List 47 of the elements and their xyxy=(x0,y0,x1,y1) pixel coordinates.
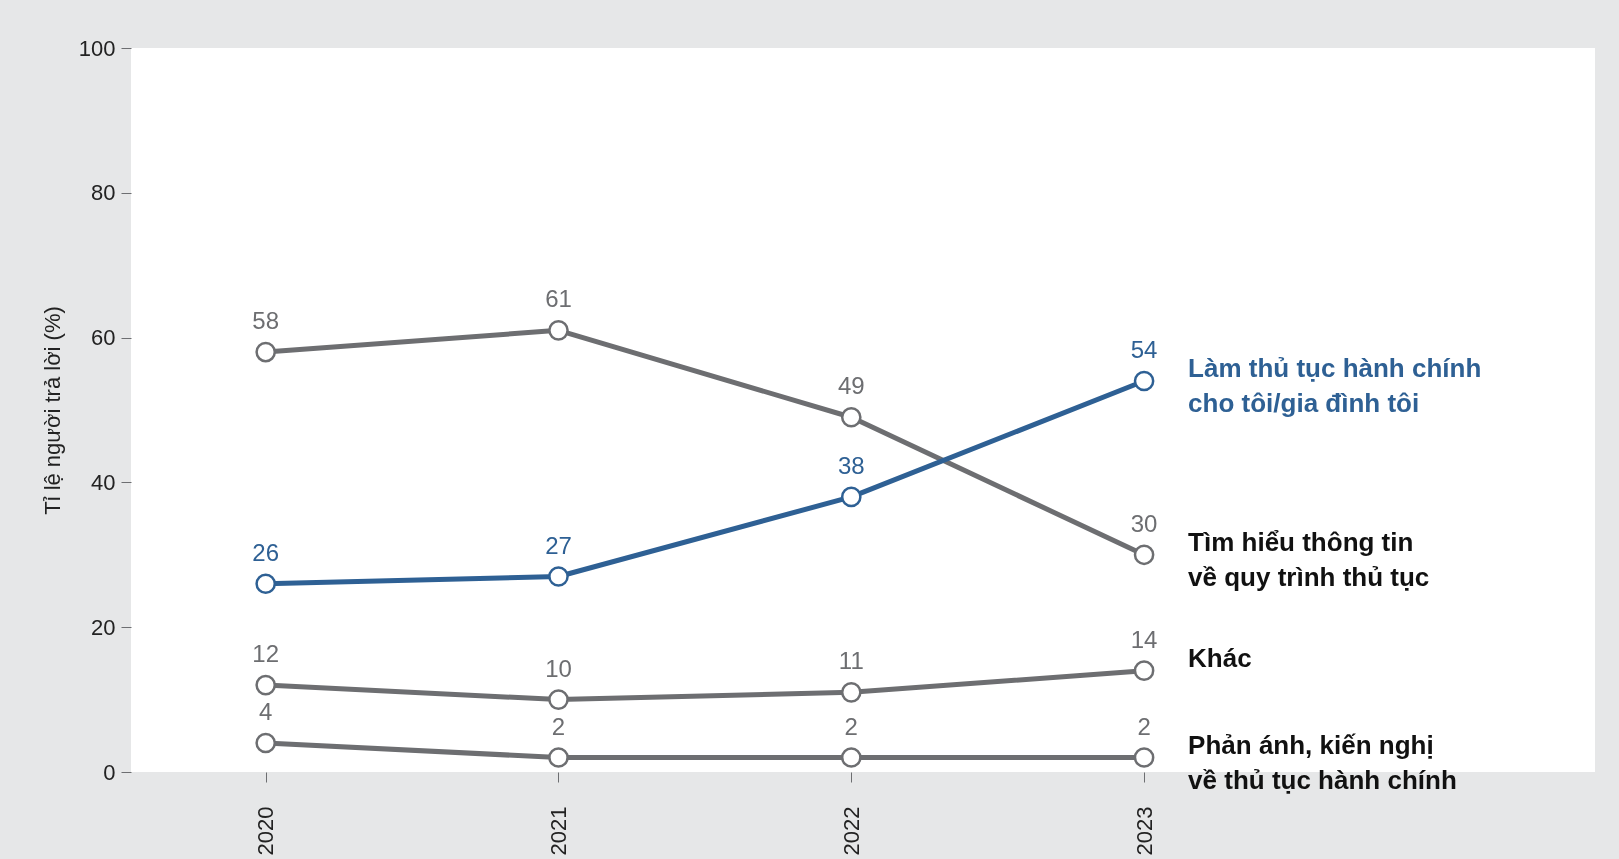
point xyxy=(548,320,569,341)
point xyxy=(1133,370,1155,392)
data-label: 10 xyxy=(545,654,572,682)
data-label: 49 xyxy=(837,372,865,400)
point xyxy=(548,689,569,710)
point xyxy=(840,406,862,428)
y-tick-label: 80 xyxy=(91,180,116,206)
y-tick-label: 100 xyxy=(78,35,116,61)
data-label: 58 xyxy=(252,307,280,335)
x-tick-label: 2023 xyxy=(1131,806,1157,856)
point xyxy=(548,747,569,768)
point xyxy=(255,573,277,595)
point xyxy=(840,747,862,768)
point xyxy=(548,566,569,587)
series-label: Khác xyxy=(1188,642,1252,673)
point xyxy=(1133,747,1155,768)
y-axis-title: Tỉ lệ người trả lời (%) xyxy=(39,306,65,515)
y-tick-label: 20 xyxy=(91,614,116,640)
data-label: 14 xyxy=(1130,625,1158,653)
data-label: 2 xyxy=(551,712,566,740)
x-tick-label: 2020 xyxy=(253,806,279,856)
series-label: Làm thủ tục hành chính cho tôi/gia đình tôi xyxy=(1188,353,1482,419)
x-tick-label: 2021 xyxy=(545,806,571,856)
data-label: 2 xyxy=(1137,712,1151,740)
point xyxy=(840,682,862,703)
data-label: 26 xyxy=(252,538,280,566)
data-label: 30 xyxy=(1130,509,1158,537)
data-label: 61 xyxy=(545,285,572,313)
data-label: 11 xyxy=(838,647,864,675)
point xyxy=(840,486,862,508)
x-tick-label: 2022 xyxy=(838,806,864,856)
data-label: 12 xyxy=(252,640,280,668)
point xyxy=(1133,544,1155,566)
series-label: Phản ánh, kiến nghị về thủ tục hành chính xyxy=(1188,729,1457,795)
y-tick-label: 0 xyxy=(103,759,116,785)
y-tick-label: 60 xyxy=(91,325,116,351)
data-label: 2 xyxy=(844,712,858,740)
point xyxy=(255,674,277,696)
data-label: 27 xyxy=(545,531,572,559)
data-label: 54 xyxy=(1130,336,1158,364)
y-tick-label: 40 xyxy=(91,469,116,495)
data-label: 4 xyxy=(259,698,273,726)
point xyxy=(255,732,277,754)
point xyxy=(255,341,277,363)
data-label: 38 xyxy=(837,451,865,479)
point xyxy=(1133,660,1155,681)
series-label: Tìm hiểu thông tin về quy trình thủ tục xyxy=(1188,526,1430,592)
